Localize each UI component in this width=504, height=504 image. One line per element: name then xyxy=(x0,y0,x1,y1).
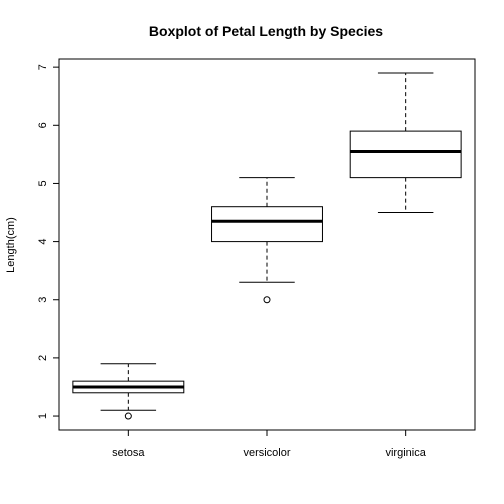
iqr-box xyxy=(211,206,323,243)
y-tick-label: 2 xyxy=(37,355,49,361)
y-tick-label: 5 xyxy=(37,180,49,186)
outlier-point xyxy=(124,412,132,420)
x-tick-label: setosa xyxy=(112,447,145,459)
chart-marks: 1 2 3 4 5 6 7 setosa versicolor virginica xyxy=(37,64,462,459)
y-tick-label: 7 xyxy=(37,64,49,70)
chart-title: Boxplot of Petal Length by Species xyxy=(149,23,383,39)
x-tick-label: versicolor xyxy=(243,447,290,459)
y-tick-label: 6 xyxy=(37,122,49,128)
y-tick-label: 4 xyxy=(37,239,49,245)
outlier-point xyxy=(263,296,271,304)
y-tick-label: 3 xyxy=(37,297,49,303)
y-axis-label: Length(cm) xyxy=(5,217,17,273)
y-tick-label: 1 xyxy=(37,413,49,419)
x-tick-label: virginica xyxy=(385,447,426,459)
iqr-box xyxy=(349,130,462,179)
